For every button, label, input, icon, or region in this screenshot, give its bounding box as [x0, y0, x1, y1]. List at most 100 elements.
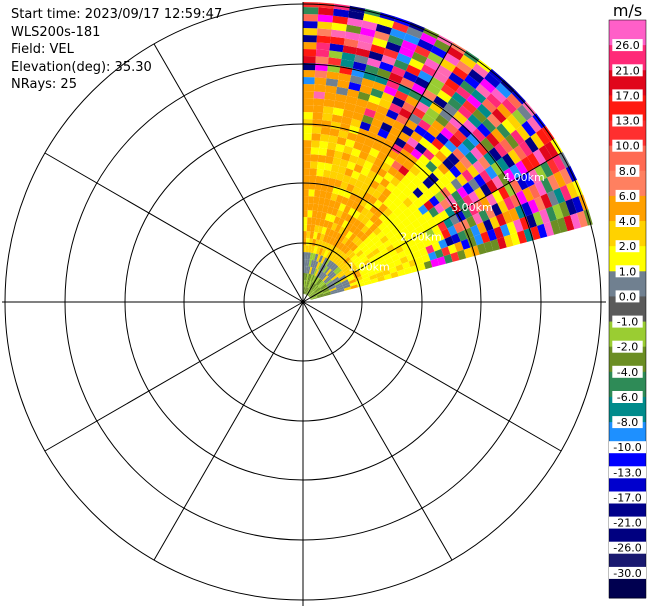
velocity-cell — [353, 227, 361, 236]
velocity-cell — [362, 13, 380, 24]
velocity-cell — [331, 274, 338, 281]
velocity-cell — [377, 128, 390, 139]
velocity-cell — [390, 226, 401, 236]
velocity-cell — [352, 257, 361, 265]
velocity-cell — [303, 14, 319, 22]
velocity-cell — [316, 168, 324, 177]
velocity-cell — [502, 210, 514, 224]
velocity-cell — [342, 228, 350, 237]
colorbar-tick-bg — [609, 466, 646, 479]
velocity-cell — [496, 157, 510, 172]
velocity-cell — [326, 260, 333, 268]
velocity-cell — [361, 245, 370, 253]
velocity-cell — [331, 246, 338, 255]
velocity-cell — [386, 244, 395, 253]
velocity-cell — [430, 258, 440, 268]
colorbar-tick-label: 26.0 — [615, 39, 640, 52]
velocity-cell — [528, 184, 541, 200]
velocity-cell — [333, 216, 341, 225]
velocity-cell — [366, 252, 375, 260]
velocity-cell — [396, 52, 412, 65]
velocity-cell — [387, 166, 399, 177]
velocity-cell — [323, 198, 331, 207]
velocity-cell — [445, 182, 457, 195]
velocity-cell — [303, 147, 312, 155]
velocity-cell — [320, 272, 326, 280]
velocity-cell — [431, 120, 445, 133]
velocity-cell — [456, 60, 473, 75]
velocity-cell — [457, 105, 473, 120]
velocity-cell — [315, 277, 320, 285]
velocity-cell — [349, 216, 357, 225]
velocity-cell — [325, 251, 332, 259]
velocity-cell — [400, 242, 410, 251]
velocity-cell — [461, 169, 474, 183]
colorbar-tick-bg — [612, 39, 643, 52]
velocity-cell — [303, 196, 309, 204]
velocity-cell — [381, 91, 395, 103]
velocity-cell — [319, 140, 329, 149]
velocity-cell — [336, 86, 349, 96]
velocity-cell — [543, 221, 555, 237]
velocity-cell — [556, 217, 568, 233]
velocity-cell — [383, 115, 396, 127]
field-label: Field: VEL — [11, 42, 74, 57]
velocity-cell — [440, 127, 454, 140]
velocity-cell — [418, 204, 429, 215]
velocity-cell — [304, 287, 307, 295]
velocity-cell — [406, 136, 419, 149]
velocity-cell — [420, 32, 437, 46]
velocity-cell — [406, 26, 423, 39]
velocity-cell — [317, 240, 323, 248]
velocity-cell — [330, 29, 346, 39]
velocity-cell — [443, 52, 460, 67]
velocity-field — [303, 2, 593, 300]
velocity-cell — [496, 123, 511, 139]
velocity-cell — [532, 211, 544, 226]
colorbar-tick-bg — [612, 315, 643, 328]
velocity-cell — [360, 225, 370, 234]
velocity-cell — [434, 202, 445, 214]
velocity-cell — [388, 202, 398, 213]
velocity-cell — [402, 261, 411, 270]
velocity-cell — [330, 254, 337, 262]
velocity-cell — [316, 42, 331, 51]
velocity-cell — [392, 21, 409, 34]
velocity-cell — [443, 254, 453, 264]
velocity-cell — [333, 150, 344, 159]
velocity-cell — [421, 113, 436, 126]
velocity-cell — [444, 170, 457, 183]
velocity-cell — [444, 140, 458, 153]
velocity-cell — [320, 283, 327, 290]
velocity-cell — [308, 281, 312, 289]
velocity-cell — [458, 124, 472, 138]
velocity-cell — [328, 57, 342, 66]
velocity-cell — [333, 266, 341, 274]
velocity-cell — [335, 172, 345, 182]
velocity-cell — [486, 93, 502, 109]
velocity-cell — [341, 220, 349, 229]
velocity-cell — [313, 285, 319, 292]
velocity-cell — [448, 72, 465, 86]
velocity-cell — [420, 166, 433, 178]
velocity-cell — [329, 170, 338, 180]
velocity-cell — [341, 236, 349, 245]
velocity-cell — [570, 213, 582, 230]
velocity-cell — [343, 268, 351, 275]
colorbar-tick-bg — [615, 215, 640, 227]
velocity-cell — [517, 104, 533, 121]
velocity-cell — [381, 54, 397, 66]
velocity-cell — [510, 232, 521, 246]
velocity-cell — [311, 284, 317, 291]
velocity-cell — [456, 198, 468, 211]
velocity-cell — [306, 273, 309, 281]
velocity-cell — [368, 50, 384, 62]
velocity-cell — [467, 164, 480, 178]
velocity-cell — [365, 219, 374, 229]
velocity-cell — [559, 184, 572, 202]
velocity-cell — [429, 101, 444, 115]
velocity-cell — [315, 49, 330, 58]
velocity-cell — [308, 291, 315, 297]
velocity-cell — [308, 182, 316, 190]
velocity-cell — [373, 218, 383, 227]
